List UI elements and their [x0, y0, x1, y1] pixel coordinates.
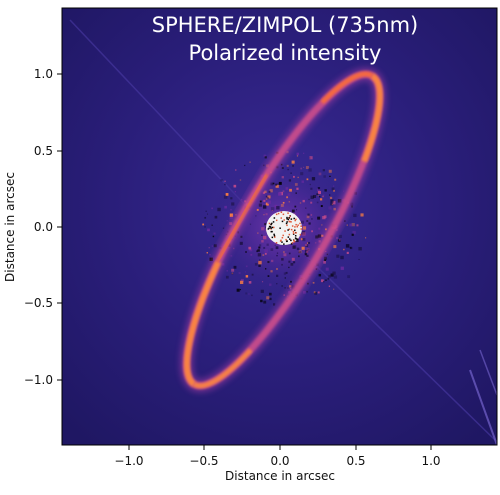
y-tick-label: −0.5 [24, 296, 53, 310]
y-axis-title: Distance in arcsec [3, 172, 17, 282]
central-mask [266, 211, 302, 245]
y-tick-label: 0.0 [34, 220, 53, 234]
x-tick-label: 0.5 [346, 454, 365, 468]
x-axis-title: Distance in arcsec [225, 469, 335, 483]
image-title-line1: SPHERE/ZIMPOL (735nm) [152, 13, 419, 37]
y-tick-label: −1.0 [24, 373, 53, 387]
diffraction-artifact [69, 19, 251, 211]
x-axis: −1.0 −0.5 0.0 0.5 1.0 [114, 445, 441, 468]
x-tick-label: −0.5 [189, 454, 218, 468]
y-tick-label: 1.0 [34, 67, 53, 81]
x-tick-label: 1.0 [421, 454, 440, 468]
x-tick-label: 0.0 [270, 454, 289, 468]
diffraction-artifact [469, 369, 497, 445]
ring-ansae [183, 71, 383, 389]
diffraction-artifact [479, 349, 497, 396]
image-panel: SPHERE/ZIMPOL (735nm) Polarized intensit… [62, 8, 497, 445]
image-title-line2: Polarized intensity [189, 41, 382, 65]
y-tick-label: 0.5 [34, 144, 53, 158]
x-tick-label: −1.0 [114, 454, 143, 468]
y-axis: 1.0 0.5 0.0 −0.5 −1.0 [24, 67, 62, 387]
diffraction-artifact [299, 249, 496, 441]
